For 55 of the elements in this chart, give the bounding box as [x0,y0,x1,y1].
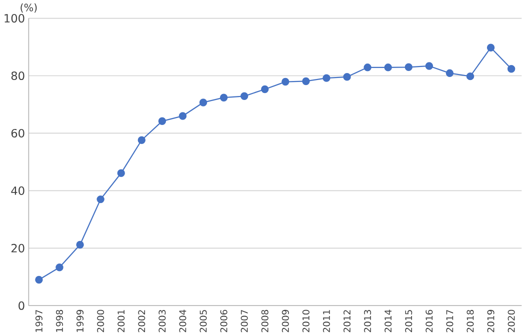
point [282,78,290,86]
point [364,63,372,72]
x-tick-label: 2004 [179,310,186,332]
y-tick-label: 0 [18,301,24,310]
x-tick-label: 2002 [138,310,146,332]
x-tick-label: 2015 [405,310,412,332]
x-tick-label: 2007 [240,310,248,332]
x-tick-label: 1997 [35,310,42,332]
point [404,63,412,71]
x-tick-label: 2009 [282,310,289,332]
point [240,92,248,100]
x-tick-label: 2013 [364,310,372,332]
x-tick-label: 2019 [487,310,494,332]
x-tick-label: 2012 [344,310,351,332]
point [343,72,351,81]
x-tick-label: 2008 [261,310,268,332]
x-tick-label: 1998 [56,310,63,332]
x-tick-label: 2014 [384,310,392,332]
point [117,169,125,177]
x-tick-label: 2016 [426,310,433,332]
x-tick-label: 2018 [466,310,474,332]
x-tick-label: 2005 [200,310,207,332]
point [35,276,43,284]
point [446,69,454,77]
x-tick-label: 2000 [97,310,104,332]
point [220,94,228,102]
point [138,136,146,144]
point [302,77,310,85]
point [322,74,330,82]
y-tick-label: 100 [4,14,24,22]
point [261,85,269,93]
point [178,112,187,120]
x-tick-label: 2003 [158,310,166,332]
x-tick-label: 2011 [322,310,330,332]
point [466,72,474,80]
point [384,63,392,72]
x-tick-label: 1999 [76,310,84,332]
point [96,195,104,204]
x-tick-label: 2010 [302,310,310,332]
point [486,44,495,52]
point [507,64,516,73]
y-tick-label: 60 [11,128,24,138]
y-tick-label: 20 [11,244,24,252]
y-axis-title: (%) [20,3,37,12]
x-tick-label: 2020 [508,310,515,332]
point [199,98,208,106]
x-tick-label: 2001 [118,310,125,332]
y-tick-label: 80 [11,71,24,80]
point [76,240,84,248]
point [158,117,166,125]
y-tick-label: 40 [11,186,24,195]
x-tick-label: 2006 [220,310,228,332]
x-tick-label: 2017 [446,310,454,332]
point [425,62,434,70]
point [56,263,64,272]
